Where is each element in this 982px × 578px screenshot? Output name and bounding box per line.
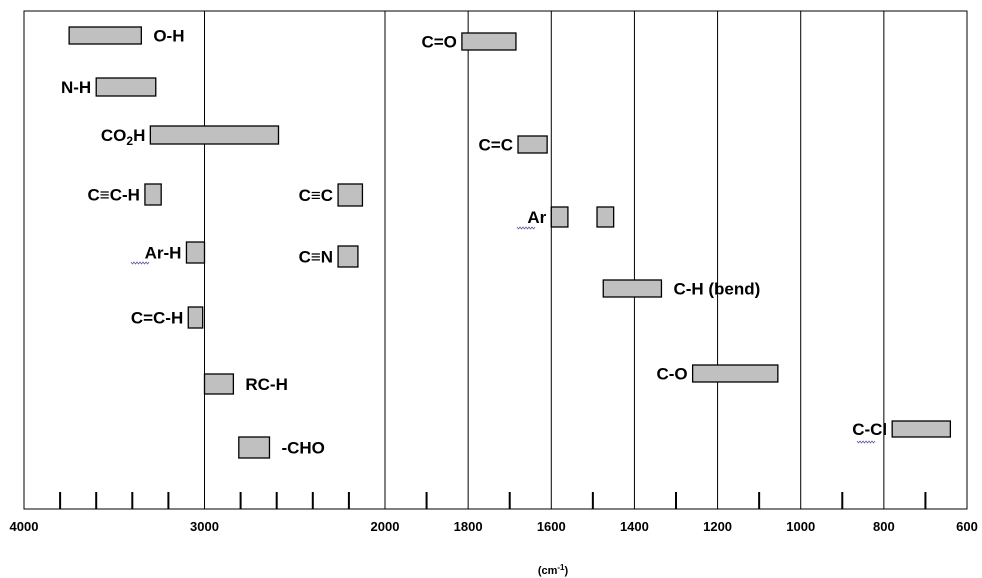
x-axis-tick-labels: 4000 3000 2000 1800 1600 1400 1200 1000 800 600 [10, 519, 978, 534]
unit-exponent: -1 [557, 563, 565, 572]
plot-frame [23, 10, 968, 510]
band-bar-c-c-h-3 [144, 183, 162, 206]
band-label-ar: Ar [527, 208, 546, 227]
band-label-n-h: N-H [61, 78, 91, 97]
band-bar-c-o-15 [691, 364, 779, 383]
tick-label-1400: 1400 [620, 519, 649, 534]
tick-label-1800: 1800 [454, 519, 483, 534]
band-bar-c-o-10 [461, 32, 517, 51]
band-bar-cho-7 [238, 436, 271, 459]
band-label-cho: -CHO [281, 439, 324, 458]
tick-label-3000: 3000 [190, 519, 219, 534]
band-label-c-h-bend: C-H (bend) [673, 280, 760, 299]
band-bar-c-cl-16 [891, 420, 952, 438]
tick-label-2000: 2000 [371, 519, 400, 534]
band-bar-ar-h-4 [185, 241, 206, 264]
tick-label-600: 600 [956, 519, 978, 534]
band-label-c-o: C=O [421, 33, 456, 52]
band-label-c-n: C≡N [299, 248, 333, 267]
band-bar-rc-h-6 [203, 373, 235, 395]
band-labels: O-H N-H CO2H C≡C-H Ar-H C=C-H RC-H -CHO C≡C C≡N C=… [61, 27, 887, 458]
squiggle-ar [516, 226, 536, 230]
band-bar-band-13 [596, 206, 615, 228]
band-bar-c-n-9 [337, 245, 359, 268]
tick-label-1000: 1000 [786, 519, 815, 534]
band-label-o-h: O-H [153, 27, 184, 46]
gridlines [204, 11, 885, 509]
band-bar-ar-12 [550, 206, 569, 228]
tick-label-800: 800 [873, 519, 895, 534]
absorption-bands [68, 26, 952, 459]
x-axis-ticks [59, 492, 927, 509]
band-label-c-c-h: C=C-H [131, 309, 183, 328]
band-bar-o-h-0 [68, 26, 142, 45]
band-label-c-cl: C-Cl [852, 420, 887, 439]
x-axis-unit-label: (cm-1) [538, 563, 569, 577]
band-label-ar-h: Ar-H [145, 244, 182, 263]
tick-label-1200: 1200 [703, 519, 732, 534]
squiggle-ar-h [130, 261, 150, 265]
band-bar-c-h-bend-14 [602, 279, 663, 298]
band-bar-c-c-h-5 [187, 306, 204, 329]
tick-label-1600: 1600 [537, 519, 566, 534]
tick-label-4000: 4000 [10, 519, 39, 534]
band-bar-co-2 [149, 125, 280, 145]
band-label-c-o: C-O [656, 365, 687, 384]
band-bar-c-c-8 [337, 183, 364, 207]
band-bar-n-h-1 [95, 77, 157, 97]
band-label-c-c: C=C [479, 136, 513, 155]
band-label-rc-h: RC-H [245, 375, 288, 394]
squiggle-c-cl [856, 440, 876, 444]
band-label-c-c-h: C≡C-H [88, 186, 140, 205]
band-label-c-c: C≡C [299, 186, 333, 205]
band-label-co: CO2H [101, 126, 145, 148]
band-bar-c-c-11 [517, 135, 548, 154]
